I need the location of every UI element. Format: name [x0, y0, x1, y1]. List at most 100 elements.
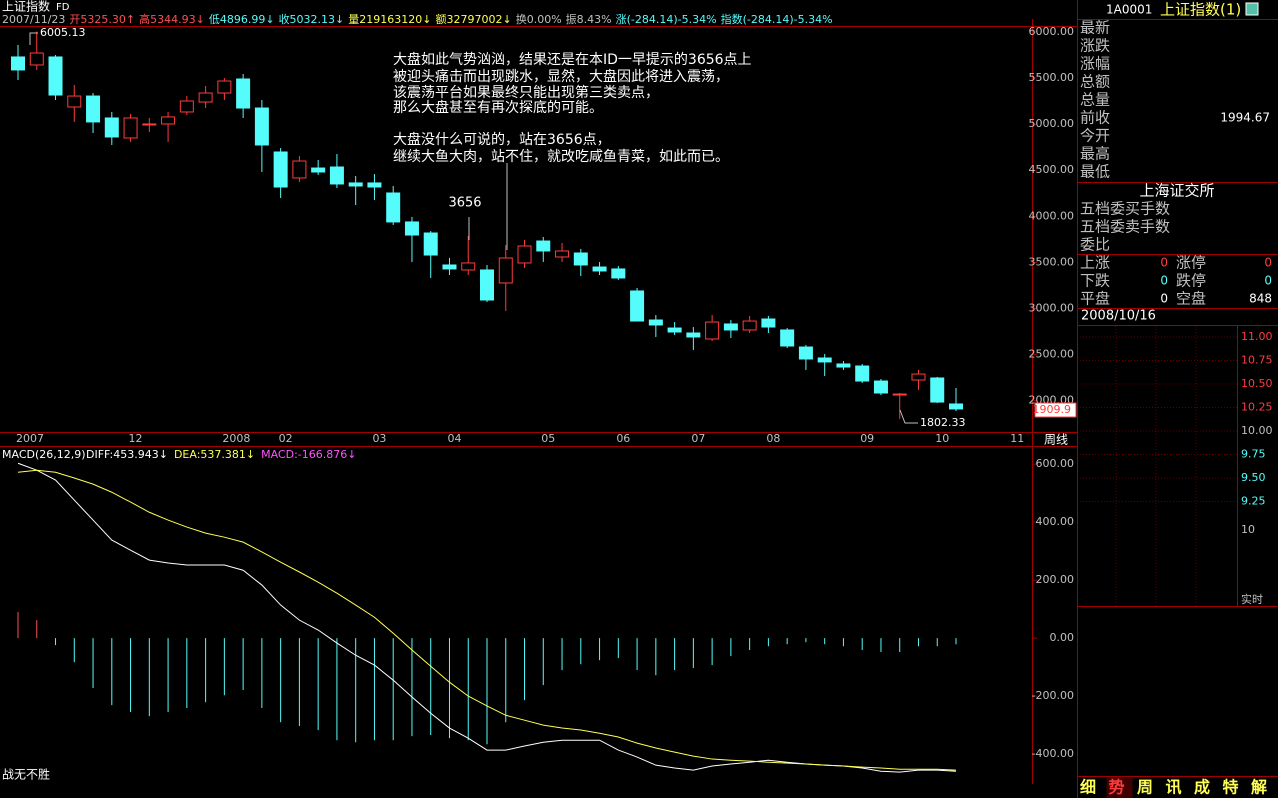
prev-close: 1994.67 [1220, 111, 1270, 125]
y-tick-label: 4000.00 [1029, 209, 1075, 222]
x-tick-label: 06 [616, 432, 630, 445]
x-tick-label: 12 [129, 432, 143, 445]
macd-title: MACD(26,12,9) [2, 448, 86, 461]
header-info-item: 振8.43% [566, 12, 612, 26]
x-tick-label: 04 [447, 432, 461, 445]
candle-body [742, 320, 757, 331]
candle-body [67, 95, 82, 108]
candle-body [292, 160, 307, 179]
quote-label: 最低 [1080, 163, 1110, 181]
mini-axis-label: 10.00 [1241, 424, 1273, 437]
header-info-item: 2007/11/23 [2, 13, 65, 26]
candle-body [836, 363, 851, 368]
plot: 6000.00 5500.00 5000.00 4500.00 4000.00 3500.… [11, 25, 1077, 773]
side-name: 上证指数(1) [1160, 1, 1241, 19]
period-label: 周线 [1044, 433, 1068, 447]
candle-body [461, 262, 476, 271]
candle-body [705, 321, 720, 340]
breadth-value: 848 [1249, 292, 1272, 306]
legend-entry: MACD:-166.876↓ [261, 448, 356, 461]
x-tick-label: 11 [1010, 432, 1024, 445]
candle-body [480, 269, 494, 301]
tab[interactable]: 周 [1137, 778, 1153, 797]
candle-body [536, 240, 551, 252]
y-tick-label: 5000.00 [1029, 117, 1075, 130]
header-info: 2007/11/23 开5325.30↑ 高5344.93↓ 低4896.99↓ 收50… [2, 12, 833, 26]
header-period: FD [56, 2, 70, 13]
candle-body [11, 56, 25, 71]
candle-body [517, 245, 532, 264]
breadth-value: 0 [1160, 256, 1168, 270]
exchange: 上海证交所 [1139, 182, 1214, 200]
side-panel: 1A0001 上证指数(1) 1994.67 上海证交所 2008/10/16 … [1080, 1, 1273, 798]
mini-volume-axis: 10 [1241, 523, 1255, 536]
header-info-item: 高5344.93↓ [139, 12, 205, 26]
tab[interactable]: 解 [1251, 778, 1267, 797]
candle-body [855, 365, 870, 382]
side-date: 2008/10/16 [1081, 309, 1156, 324]
candle-body [142, 123, 157, 126]
candle-body [217, 80, 232, 94]
x-tick-label: 10 [935, 432, 949, 445]
candle-body [386, 192, 401, 223]
candle-body [123, 117, 138, 139]
x-tick-label: 2007 [16, 432, 44, 445]
y-tick-label: 3500.00 [1029, 255, 1075, 268]
tab[interactable]: 成 [1194, 778, 1210, 797]
tab[interactable]: 细 [1080, 778, 1096, 797]
x-tick-label: 08 [766, 432, 780, 445]
order-label: 五档委买手数 [1080, 200, 1170, 218]
breadth-label: 涨停 [1176, 254, 1206, 272]
quote-label: 最新 [1080, 19, 1110, 37]
header-info-item: 量219163120↓ [348, 13, 431, 26]
candle-body [911, 373, 926, 381]
candle-body [873, 380, 888, 394]
annotation: 被迎头痛击而出现跳水，显然，大盘因此将进入震荡， [393, 68, 729, 85]
candle-body [761, 318, 776, 328]
tab[interactable]: 讯 [1166, 778, 1182, 797]
order-label: 五档委卖手数 [1080, 218, 1170, 236]
candle-body [930, 377, 945, 403]
annotation: 3656 [448, 196, 481, 211]
breadth-value: 0 [1160, 274, 1168, 288]
candle-body [273, 151, 288, 188]
quote-label: 涨幅 [1080, 55, 1110, 73]
header-info-item: 开5325.30↑ [69, 13, 135, 26]
breadth-value: 0 [1160, 292, 1168, 306]
header-info-item: 低4896.99↓ [209, 13, 275, 26]
quote-label: 前收 [1080, 109, 1110, 127]
annotation: 6005.13 [40, 26, 86, 39]
candle-body [423, 232, 438, 256]
side-icon [1245, 2, 1259, 16]
candle-body [817, 357, 832, 363]
annotation: 1909.9 [1033, 403, 1072, 416]
quote-label: 总额 [1080, 73, 1110, 91]
candle-body [236, 78, 251, 109]
annotation: 该震荡平台如果最终只能出现第三类卖点， [393, 84, 659, 101]
x-tick-label: 09 [860, 432, 874, 445]
header-info-item: 额32797002↓ [436, 13, 512, 26]
mini-axis-label: 10.25 [1241, 401, 1273, 414]
candle-body [367, 182, 382, 188]
annotation: 继续大鱼大肉，站不住，就改吃咸鱼青菜，如此而已。 [393, 148, 729, 165]
tab[interactable]: 势 [1109, 778, 1125, 797]
candle-body [686, 332, 701, 338]
tab[interactable]: 特 [1223, 778, 1239, 797]
candle-body [179, 100, 194, 113]
y-tick-label: 3000.00 [1029, 301, 1075, 314]
candle-body [573, 252, 588, 266]
candle-body [592, 266, 607, 272]
y-tick-label: 4500.00 [1029, 163, 1075, 176]
breadth-label: 上涨 [1080, 254, 1110, 272]
breadth-value: 0 [1264, 274, 1272, 288]
order-label: 委比 [1080, 236, 1110, 254]
candle-body [29, 52, 44, 66]
candle-body [86, 95, 101, 123]
candle-body [48, 56, 63, 96]
x-tick-label: 05 [541, 432, 555, 445]
quote-label: 最高 [1080, 145, 1110, 163]
quote-label: 涨跌 [1080, 37, 1110, 55]
header-info-item: 涨(-284.14)-5.34% [616, 13, 717, 26]
mini-axis-label: 10.50 [1241, 377, 1273, 390]
mini-axis-label: 9.50 [1241, 471, 1266, 484]
